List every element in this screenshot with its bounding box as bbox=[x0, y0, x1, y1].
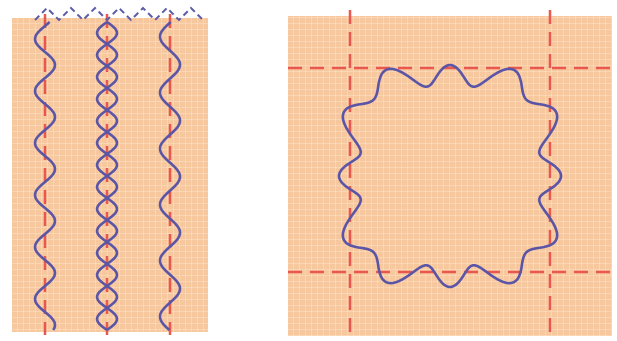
wavy-stitch bbox=[158, 21, 182, 331]
braid-stitch bbox=[95, 20, 119, 332]
right-fabric bbox=[288, 16, 612, 336]
wavy-stitch bbox=[33, 21, 57, 331]
stitch-lines bbox=[33, 20, 563, 332]
wavy-frame-stitch bbox=[337, 63, 563, 289]
guide-lines bbox=[43, 10, 612, 338]
